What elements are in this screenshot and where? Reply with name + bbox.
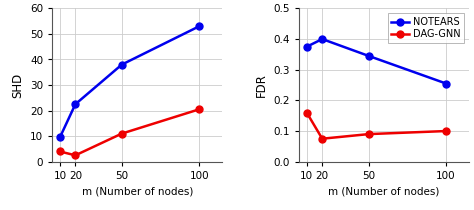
- Y-axis label: FDR: FDR: [255, 73, 268, 97]
- Y-axis label: SHD: SHD: [11, 72, 25, 98]
- NOTEARS: [319, 38, 325, 40]
- DAG-GNN: [366, 133, 372, 135]
- Line: DAG-GNN: DAG-GNN: [303, 109, 449, 142]
- Line: NOTEARS: NOTEARS: [303, 35, 449, 87]
- X-axis label: m (Number of nodes): m (Number of nodes): [328, 186, 440, 196]
- NOTEARS: [443, 82, 449, 85]
- X-axis label: m (Number of nodes): m (Number of nodes): [82, 186, 193, 196]
- DAG-GNN: [304, 111, 310, 114]
- Legend: NOTEARS, DAG-GNN: NOTEARS, DAG-GNN: [388, 13, 465, 43]
- NOTEARS: [366, 55, 372, 57]
- DAG-GNN: [319, 137, 325, 140]
- NOTEARS: [304, 45, 310, 48]
- DAG-GNN: [443, 130, 449, 132]
